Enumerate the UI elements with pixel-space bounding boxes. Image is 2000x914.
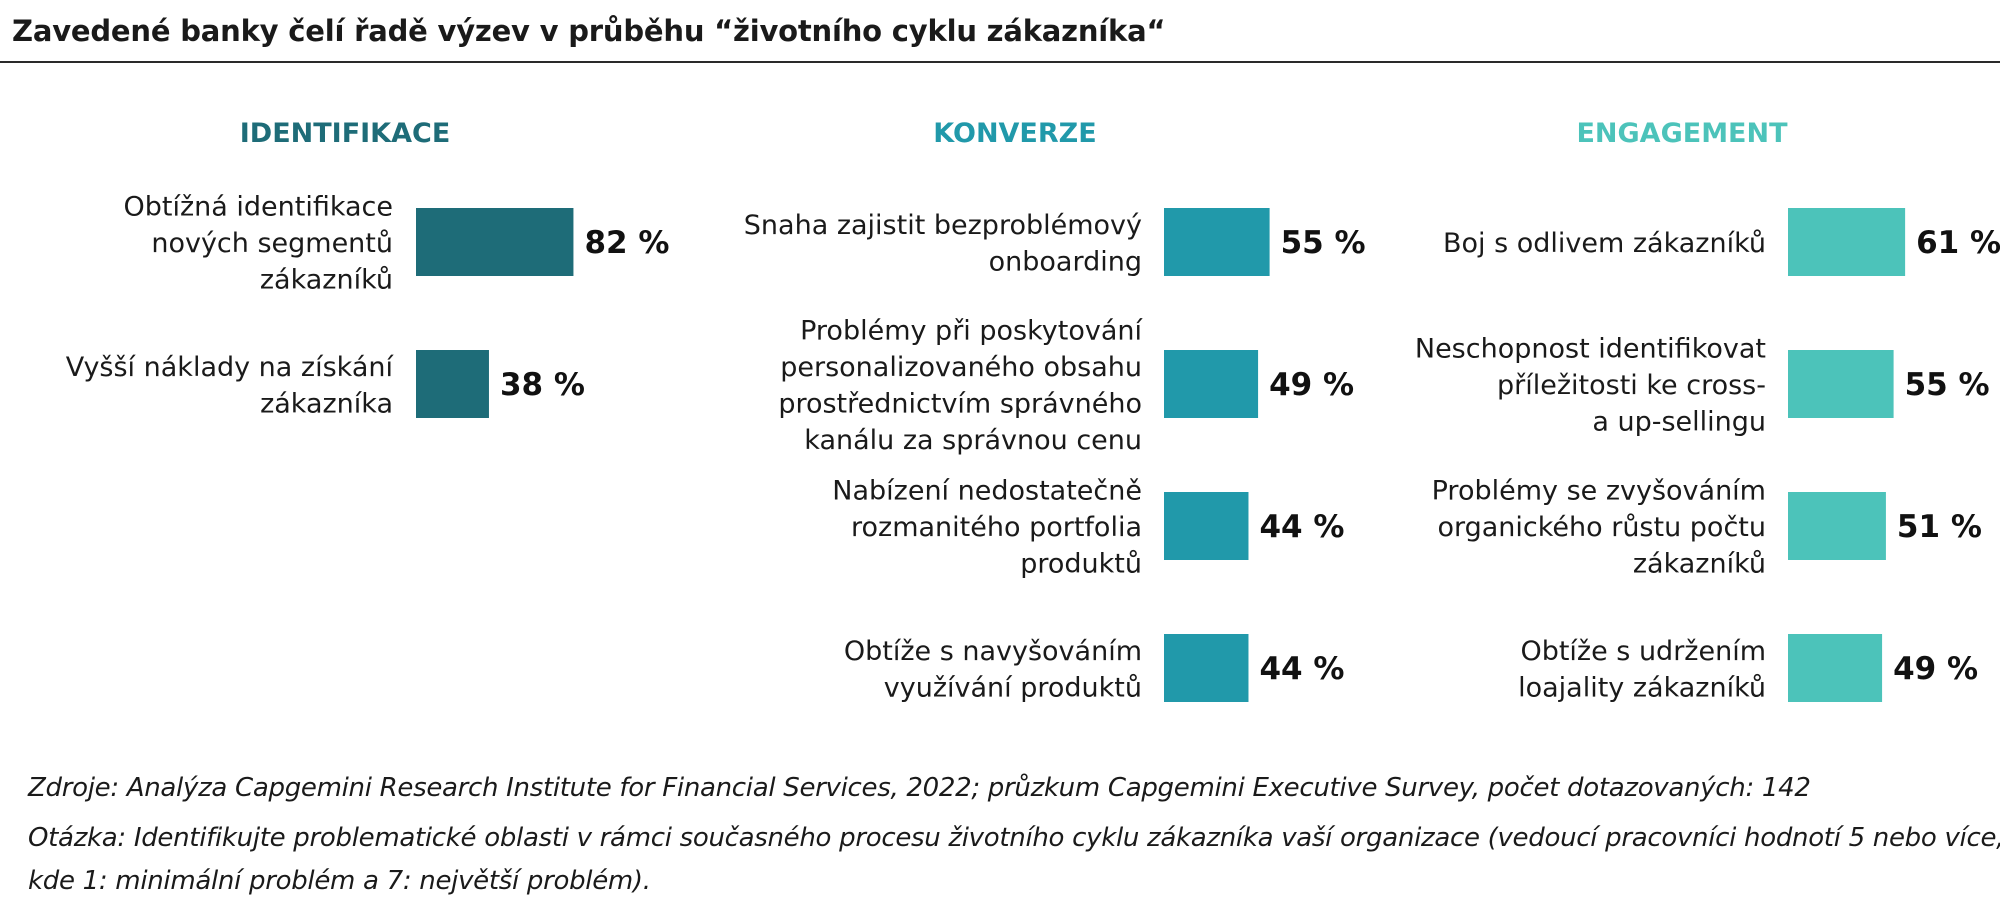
identifikace-category-label-1: Obtížná identifikace nových segmentů zákaz… <box>123 192 393 296</box>
source-note: Zdroje: Analýza Capgemini Research Insti… <box>28 773 1811 803</box>
category-label-line: zákazníků <box>1633 549 1766 580</box>
konverze-bar-4 <box>1164 634 1249 702</box>
category-label-line: Obtíže s navyšováním <box>844 636 1142 667</box>
category-label-line: využívání produktů <box>884 672 1142 703</box>
konverze-value-label-1: 55 % <box>1281 225 1366 261</box>
category-label-line: produktů <box>1020 549 1142 580</box>
konverze-bar-3 <box>1164 492 1249 560</box>
category-label-line: příležitosti ke cross- <box>1497 370 1766 401</box>
identifikace-category-label-2: Vyšší náklady na získání zákazníka <box>66 352 395 420</box>
category-label-line: Problémy se zvyšováním <box>1432 476 1766 507</box>
engagement-category-label-2: Neschopnost identifikovat příležitosti ke… <box>1415 334 1766 438</box>
category-label-line: onboarding <box>989 246 1142 277</box>
engagement-header: ENGAGEMENT <box>1576 118 1788 149</box>
engagement-value-label-2: 55 % <box>1905 367 1990 403</box>
category-label-line: Obtíže s udržením <box>1520 636 1766 667</box>
category-label-line: personalizovaného obsahu <box>780 352 1142 383</box>
konverze-bar-2 <box>1164 350 1259 418</box>
engagement-value-label-1: 61 % <box>1916 225 2000 261</box>
category-label-line: a up-sellingu <box>1592 407 1766 438</box>
category-label-line: Obtížná identifikace <box>123 192 393 223</box>
category-label-line: organického růstu počtu <box>1437 512 1766 543</box>
konverze-value-label-3: 44 % <box>1259 509 1344 545</box>
category-label-line: Neschopnost identifikovat <box>1415 334 1766 365</box>
engagement-value-label-4: 49 % <box>1893 651 1978 687</box>
title-divider <box>0 61 2000 63</box>
identifikace-bar-2 <box>416 350 489 418</box>
engagement-bar-2 <box>1788 350 1894 418</box>
konverze-category-label-4: Obtíže s navyšováním využívání produktů <box>844 636 1142 704</box>
konverze-header: KONVERZE <box>933 118 1096 149</box>
engagement-bar-1 <box>1788 208 1906 276</box>
category-label-line: kanálu za správnou cenu <box>804 425 1142 456</box>
category-label-line: Nabízení nedostatečně <box>832 476 1142 507</box>
engagement-category-label-3: Problémy se zvyšováním organického růstu … <box>1432 476 1766 580</box>
category-label-line: zákazníka <box>260 388 393 419</box>
konverze-value-label-4: 44 % <box>1259 651 1344 687</box>
category-label-line: prostřednictvím správného <box>778 388 1142 419</box>
engagement-category-label-1: Boj s odlivem zákazníků <box>1443 228 1766 259</box>
category-label-line: zákazníků <box>260 265 393 296</box>
page-title: Zavedené banky čelí řadě výzev v průběhu… <box>12 14 1166 48</box>
question-note-line-2: kde 1: minimální problém a 7: největší p… <box>28 866 651 896</box>
konverze-value-label-2: 49 % <box>1269 367 1354 403</box>
engagement-value-label-3: 51 % <box>1897 509 1982 545</box>
konverze-category-label-1: Snaha zajistit bezproblémový onboarding <box>744 210 1142 278</box>
category-label-line: Boj s odlivem zákazníků <box>1443 228 1766 259</box>
engagement-bar-4 <box>1788 634 1883 702</box>
engagement-bar-3 <box>1788 492 1886 560</box>
question-note-line-1: Otázka: Identifikujte problematické obla… <box>28 823 2000 853</box>
category-label-line: Problémy při poskytování <box>800 315 1143 346</box>
identifikace-value-label-2: 38 % <box>500 367 585 403</box>
category-label-line: nových segmentů <box>151 228 393 259</box>
konverze-category-label-2: Problémy při poskytování personalizovanéh… <box>778 315 1143 456</box>
category-label-line: Vyšší náklady na získání <box>66 352 395 383</box>
konverze-bar-1 <box>1164 208 1270 276</box>
identifikace-value-label-1: 82 % <box>584 225 669 261</box>
category-label-line: loajality zákazníků <box>1518 672 1766 703</box>
engagement-category-label-4: Obtíže s udržením loajality zákazníků <box>1518 636 1766 704</box>
category-label-line: Snaha zajistit bezproblémový <box>744 210 1142 241</box>
category-label-line: rozmanitého portfolia <box>851 512 1142 543</box>
konverze-category-label-3: Nabízení nedostatečně rozmanitého portfol… <box>832 476 1142 580</box>
identifikace-header: IDENTIFIKACE <box>240 118 451 149</box>
identifikace-bar-1 <box>416 208 574 276</box>
